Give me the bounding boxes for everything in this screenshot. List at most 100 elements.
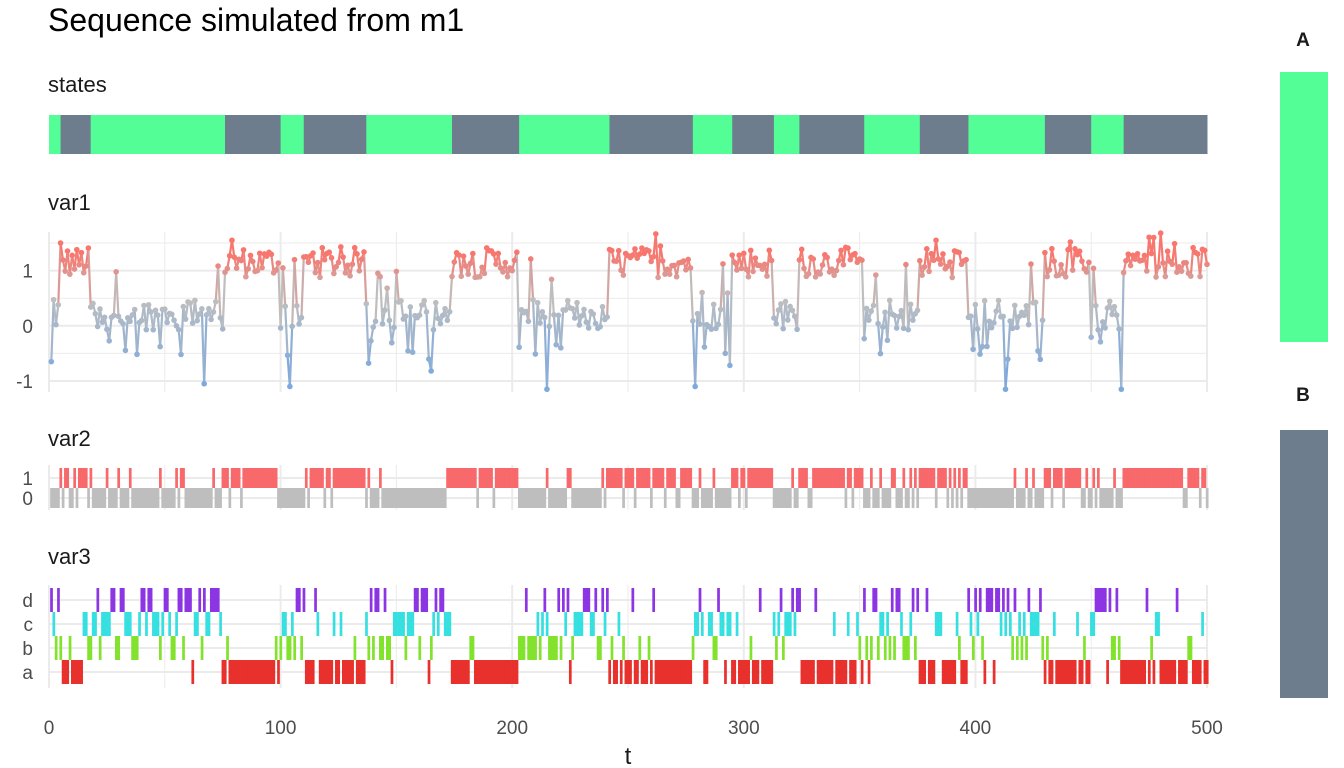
var1-line-segment [1013,305,1019,328]
var1-line-segment [1029,263,1035,303]
var3-bar [645,660,649,684]
var3-bar [367,636,371,660]
var3-bar [1008,612,1012,636]
var3-bar [995,588,998,612]
var3-bar [805,660,808,684]
var1-point [439,312,446,319]
var2-bar [1046,468,1049,488]
var1-point [715,321,722,328]
var3-bar [937,612,940,636]
var3-bar [216,588,220,612]
var3-bar [469,636,473,660]
var3-bar [626,660,630,684]
var1-line-segment [221,272,227,330]
var3-bar [346,660,350,684]
var1-point [747,247,754,254]
var3-bar [603,612,607,636]
var1-point [60,257,66,263]
var1-point [539,309,546,315]
var2-bar [819,468,822,488]
var3-bar [946,660,950,684]
var3-bar [768,660,771,684]
var2-bar [221,468,225,488]
var3-bar [149,588,153,612]
var3-bar [728,612,732,636]
var2-bar [856,468,859,488]
var1-point [196,311,203,317]
var2-bar [941,468,945,488]
var2-bar [140,488,144,508]
var3-bar [809,660,813,684]
var3-bar [94,612,97,636]
var2-bar [1025,468,1028,488]
var1-line-segment [108,317,113,341]
var1-point [365,360,372,366]
var3-bar [89,636,93,660]
var2-bar [365,488,368,508]
var2-bar [978,488,982,508]
var2-bar [779,488,783,508]
var1-point [476,273,483,280]
var1-point [1097,339,1104,345]
var3-bar [1090,612,1093,636]
var3-bar [927,660,931,684]
var1-point [592,320,599,327]
var1-line-segment [965,259,970,318]
var3-bar [1194,660,1197,684]
var2-bar [1164,468,1167,488]
var3-bar [1140,660,1144,684]
var3-bar [738,660,741,684]
var1-point [182,316,189,322]
var1-point [1162,273,1169,280]
var2-bar [821,468,825,488]
var3-bar [404,636,408,660]
var3-bar [608,660,612,684]
var3-bar [638,636,642,660]
var1-line-segment [411,315,417,353]
var1-point [50,296,57,303]
var1-point [321,256,328,263]
var1-point [1155,263,1162,270]
var1-point [97,306,103,312]
var3-bar [960,660,964,684]
var1-point [229,237,235,244]
var2-bar [587,488,591,508]
var2-bar [842,468,845,488]
var2-bar [360,468,364,488]
var2-bar [281,488,285,508]
var1-point [981,297,988,304]
var1-point [673,273,680,280]
var2-bar [633,488,637,508]
var2-bar [798,468,801,488]
var1-point [319,244,326,251]
var1-point [1143,268,1150,274]
var3-bar [830,660,834,684]
var3-bar [744,660,748,684]
var3-bar [631,588,635,612]
var1-point [692,383,698,390]
var2-bar [425,488,429,508]
var2-bar [826,468,829,488]
var3-bar [59,636,63,660]
var1-point [650,253,657,260]
var3-bar [981,636,984,660]
var3-bar [615,660,618,684]
var2-bar [453,468,456,488]
var1-point [1093,302,1099,309]
var2-bar [244,468,248,488]
var3-bar [492,660,496,684]
var3-bar [209,588,213,612]
var1-line-segment [386,288,391,321]
var3-bar [1154,612,1158,636]
var2-bar [52,488,56,508]
var1-line-segment [80,252,85,273]
var3-bar [575,612,579,636]
var3-bar [434,588,438,612]
var2-bar [814,468,818,488]
var1-point [62,268,69,274]
var1-point [780,325,786,332]
var3-bar [971,636,975,660]
var2-bar [647,468,651,488]
var2-bar [983,488,987,508]
var2-bar [233,468,236,488]
